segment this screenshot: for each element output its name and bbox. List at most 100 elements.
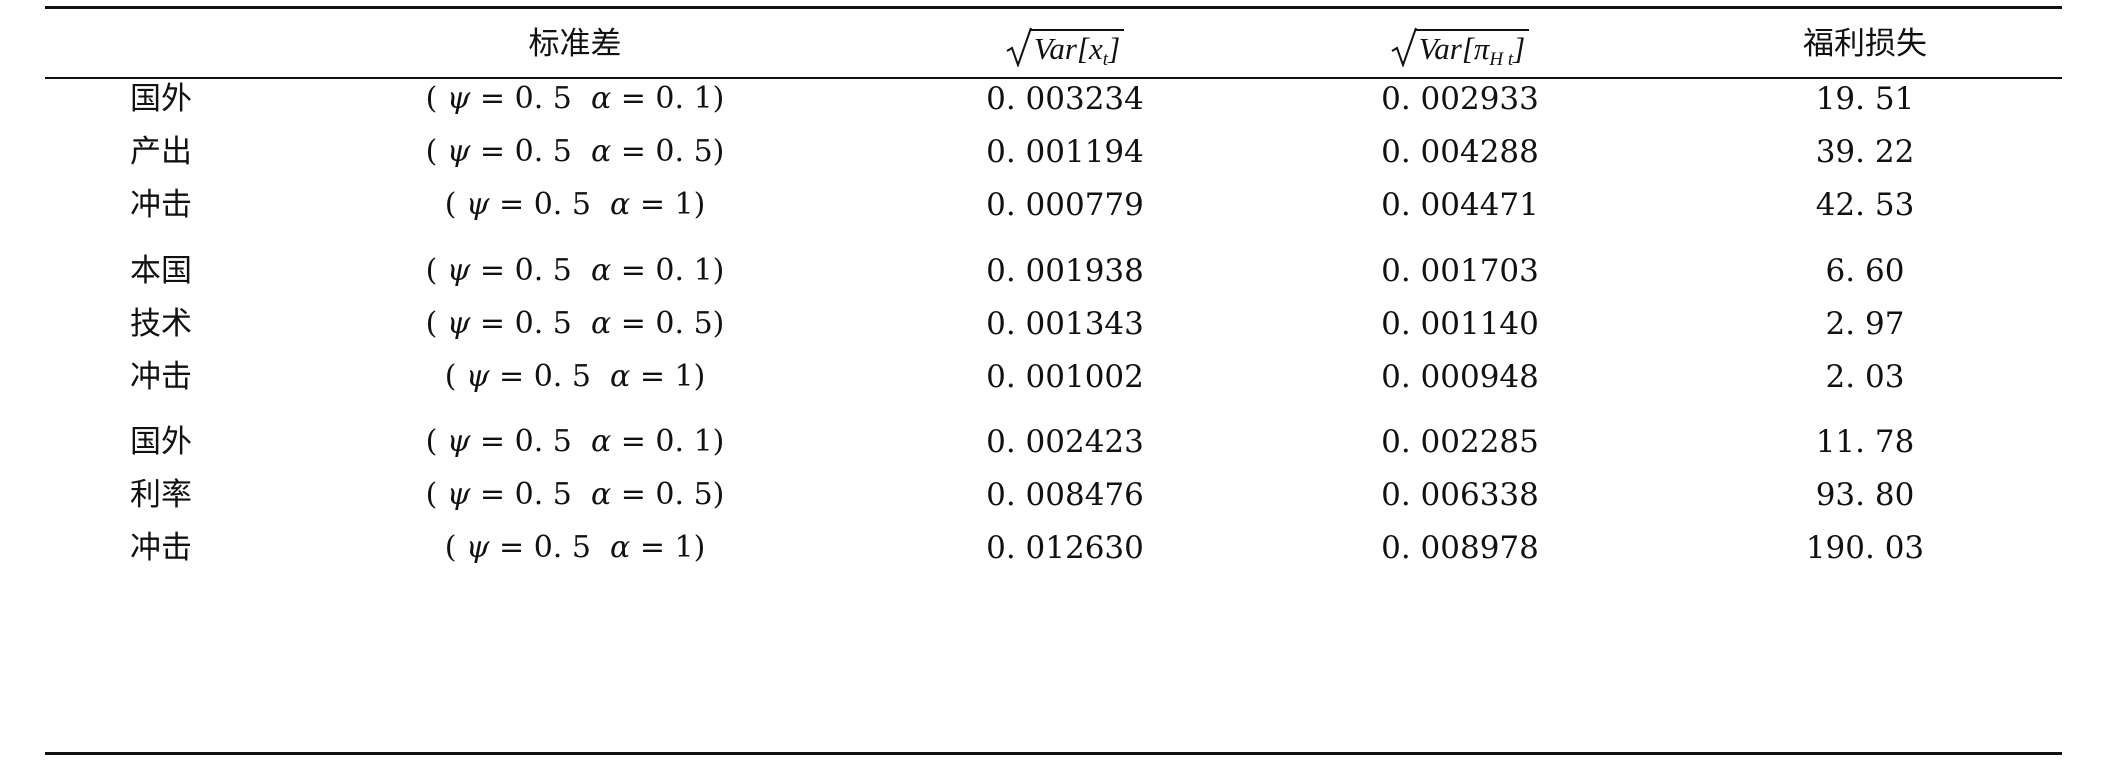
psi-value: 0. 5 xyxy=(533,187,591,222)
alpha-value: 1 xyxy=(674,530,694,565)
alpha-value: 0. 1 xyxy=(655,253,713,288)
alpha-value: 1 xyxy=(674,187,694,222)
row-var-x-value: 0. 001194 xyxy=(986,134,1144,170)
alpha-symbol: α xyxy=(590,81,612,116)
header-var-pi: Var[πH t] xyxy=(1285,27,1635,70)
row-var-pi-value: 0. 000948 xyxy=(1381,359,1539,395)
row-var-pi-value: 0. 002933 xyxy=(1381,81,1539,117)
alpha-symbol: α xyxy=(590,253,612,288)
row-label: 本国 xyxy=(130,253,192,289)
var-x-radicand: Var[xt] xyxy=(1029,29,1125,70)
row-var-pi-value: 0. 001140 xyxy=(1381,306,1539,342)
row-label: 国外 xyxy=(130,424,192,460)
row-var-pi-value: 0. 002285 xyxy=(1381,424,1539,460)
psi-symbol: ψ xyxy=(465,359,490,394)
var-pi-subscript: H t xyxy=(1489,49,1514,70)
psi-symbol: ψ xyxy=(446,134,471,169)
psi-value: 0. 5 xyxy=(514,81,572,116)
row-parameters: ( ψ = 0. 5 α = 0. 1) xyxy=(425,253,725,288)
row-parameters: ( ψ = 0. 5 α = 0. 5) xyxy=(425,306,725,341)
row-var-pi-value: 0. 001703 xyxy=(1381,253,1539,289)
alpha-symbol: α xyxy=(590,424,612,459)
row-label: 冲击 xyxy=(130,359,192,395)
row-var-x-value: 0. 000779 xyxy=(986,187,1144,223)
row-var-x-value: 0. 002423 xyxy=(986,424,1144,460)
table-top-rule xyxy=(45,6,2062,9)
row-welfare-value: 11. 78 xyxy=(1815,424,1915,460)
alpha-value: 0. 5 xyxy=(655,477,713,512)
row-welfare-value: 39. 22 xyxy=(1815,134,1915,170)
alpha-symbol: α xyxy=(590,306,612,341)
alpha-symbol: α xyxy=(610,359,631,394)
row-var-pi-value: 0. 006338 xyxy=(1381,477,1539,513)
row-parameters: ( ψ = 0. 5 α = 1) xyxy=(444,187,706,222)
row-label: 冲击 xyxy=(130,530,192,566)
alpha-value: 0. 5 xyxy=(655,134,713,169)
row-parameters: ( ψ = 0. 5 α = 0. 5) xyxy=(425,134,725,169)
psi-symbol: ψ xyxy=(446,477,471,512)
var-pi-symbol: π xyxy=(1473,31,1490,66)
alpha-value: 1 xyxy=(674,359,694,394)
alpha-symbol: α xyxy=(610,530,631,565)
alpha-symbol: α xyxy=(590,134,612,169)
row-label: 国外 xyxy=(130,81,192,117)
sqrt-var-pi-expression: Var[πH t] xyxy=(1391,27,1530,70)
var-x-subscript: t xyxy=(1102,49,1109,70)
row-label: 产出 xyxy=(130,134,192,170)
row-welfare-value: 19. 51 xyxy=(1815,81,1915,117)
psi-symbol: ψ xyxy=(465,187,490,222)
row-welfare-value: 93. 80 xyxy=(1815,477,1915,513)
row-parameters: ( ψ = 0. 5 α = 0. 1) xyxy=(425,81,725,116)
psi-symbol: ψ xyxy=(446,81,471,116)
row-welfare-value: 42. 53 xyxy=(1815,187,1915,223)
row-var-x-value: 0. 012630 xyxy=(986,530,1144,566)
psi-value: 0. 5 xyxy=(514,134,572,169)
row-var-x-value: 0. 003234 xyxy=(986,81,1144,117)
row-var-x-value: 0. 001938 xyxy=(986,253,1144,289)
psi-value: 0. 5 xyxy=(514,306,572,341)
row-welfare-value: 190. 03 xyxy=(1805,530,1925,566)
psi-value: 0. 5 xyxy=(533,530,591,565)
psi-value: 0. 5 xyxy=(514,253,572,288)
alpha-symbol: α xyxy=(610,187,631,222)
var-pi-label: Var xyxy=(1418,31,1462,66)
row-var-pi-value: 0. 004288 xyxy=(1381,134,1539,170)
psi-symbol: ψ xyxy=(446,424,471,459)
row-var-pi-value: 0. 004471 xyxy=(1381,187,1539,223)
alpha-symbol: α xyxy=(590,477,612,512)
row-var-x-value: 0. 008476 xyxy=(986,477,1144,513)
row-welfare-value: 2. 97 xyxy=(1825,306,1905,342)
sqrt-var-x-expression: Var[xt] xyxy=(1006,27,1125,70)
header-standard-deviation: 标准差 xyxy=(528,26,622,62)
row-label: 利率 xyxy=(130,477,192,513)
var-pi-radicand: Var[πH t] xyxy=(1414,29,1530,70)
row-var-x-value: 0. 001002 xyxy=(986,359,1144,395)
var-x-label: Var xyxy=(1033,31,1077,66)
row-welfare-value: 2. 03 xyxy=(1825,359,1905,395)
table-header-rule xyxy=(45,77,2062,79)
row-parameters: ( ψ = 0. 5 α = 0. 5) xyxy=(425,477,725,512)
alpha-value: 0. 5 xyxy=(655,306,713,341)
psi-value: 0. 5 xyxy=(533,359,591,394)
header-welfare-loss: 福利损失 xyxy=(1803,26,1927,62)
psi-symbol: ψ xyxy=(446,306,471,341)
row-label: 冲击 xyxy=(130,187,192,223)
row-welfare-value: 6. 60 xyxy=(1825,253,1905,289)
psi-symbol: ψ xyxy=(465,530,490,565)
table-bottom-rule xyxy=(45,752,2062,755)
psi-symbol: ψ xyxy=(446,253,471,288)
psi-value: 0. 5 xyxy=(514,477,572,512)
row-var-x-value: 0. 001343 xyxy=(986,306,1144,342)
row-parameters: ( ψ = 0. 5 α = 1) xyxy=(444,359,706,394)
results-table: 标准差 Var[xt] Var[πH t] 福利损失 国外 ( ψ = 0. 5… xyxy=(45,6,2062,756)
radical-sign-icon xyxy=(1391,27,1417,67)
row-parameters: ( ψ = 0. 5 α = 1) xyxy=(444,530,706,565)
alpha-value: 0. 1 xyxy=(655,424,713,459)
psi-value: 0. 5 xyxy=(514,424,572,459)
row-parameters: ( ψ = 0. 5 α = 0. 1) xyxy=(425,424,725,459)
header-var-x: Var[xt] xyxy=(895,27,1235,70)
row-var-pi-value: 0. 008978 xyxy=(1381,530,1539,566)
alpha-value: 0. 1 xyxy=(655,81,713,116)
row-label: 技术 xyxy=(130,306,192,342)
var-x-symbol: x xyxy=(1089,31,1103,66)
